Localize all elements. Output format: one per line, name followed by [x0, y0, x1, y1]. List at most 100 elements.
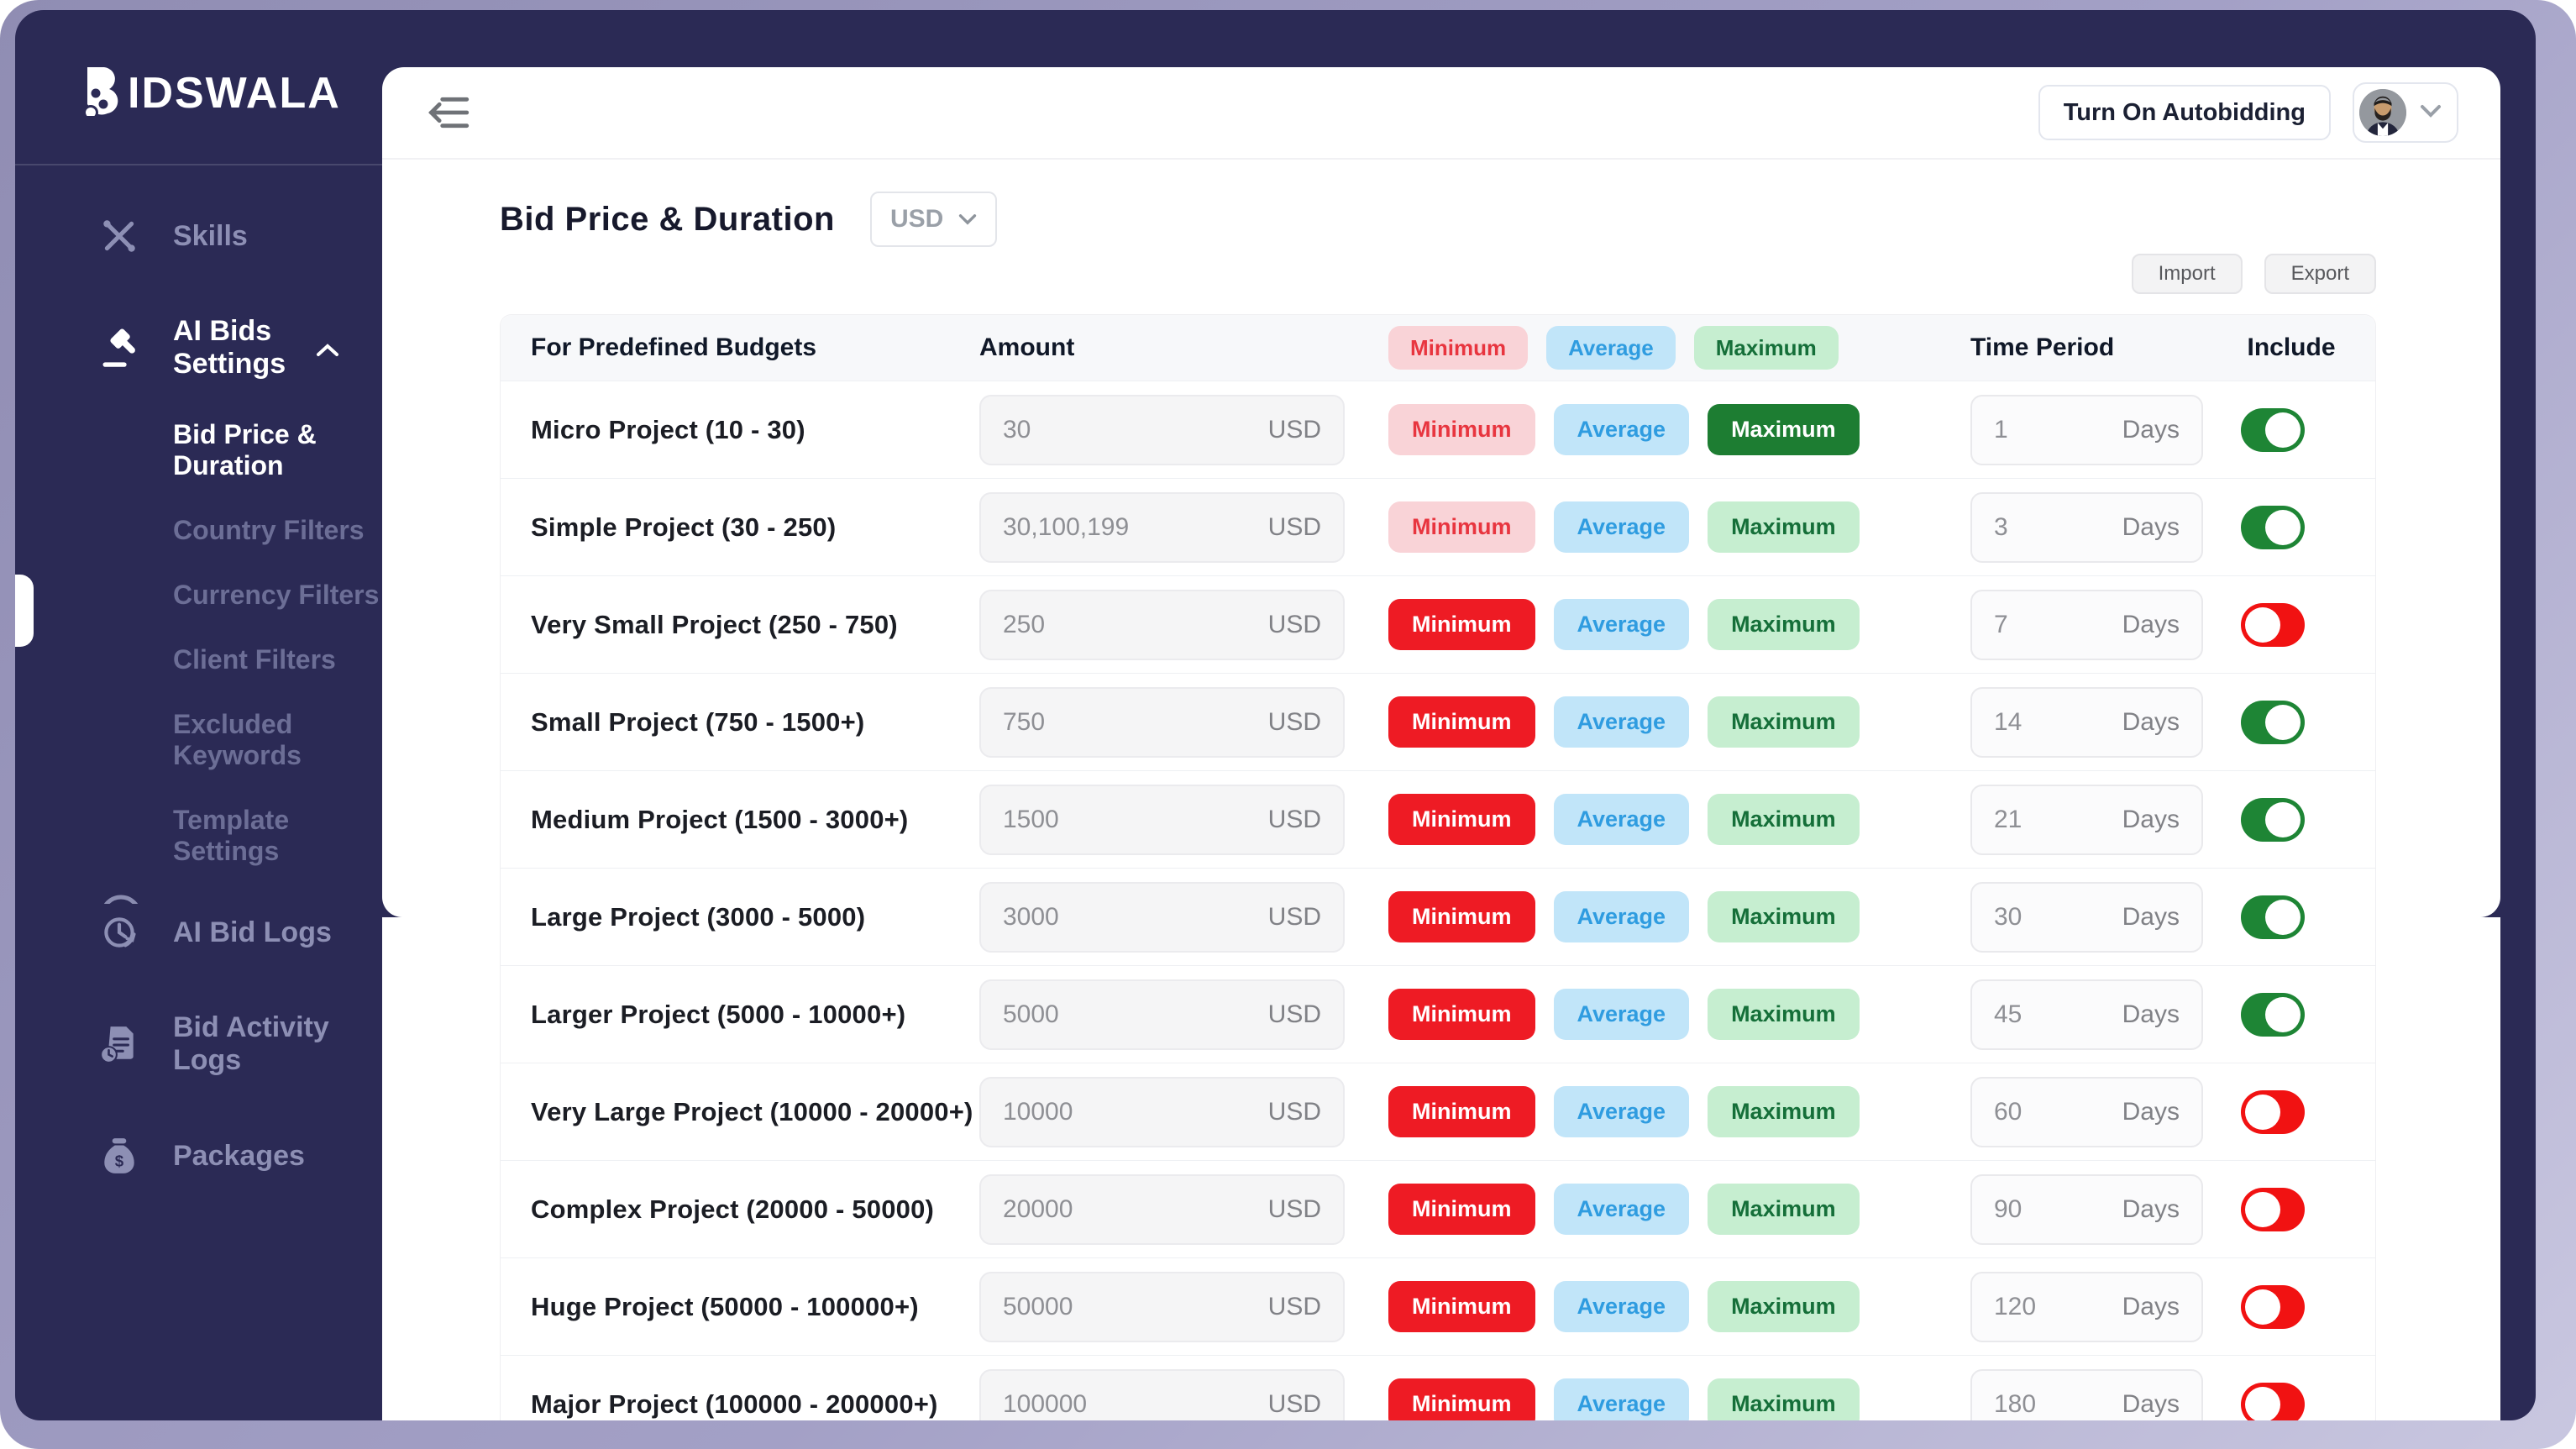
table-row: Larger Project (5000 - 10000+) 5000 USD … [501, 965, 2375, 1063]
time-period-input[interactable]: 60 Days [1970, 1076, 2203, 1147]
average-pill-button[interactable]: Average [1553, 794, 1690, 845]
average-pill-button[interactable]: Average [1553, 1086, 1690, 1137]
average-pill-button[interactable]: Average [1553, 1281, 1690, 1332]
table-header-row: For Predefined Budgets Amount Minimum Av… [501, 315, 2375, 381]
sidebar-subitem-bid-price-duration[interactable]: Bid Price & Duration [173, 419, 317, 480]
sidebar-item-skills[interactable]: Skills [15, 196, 382, 276]
sidebar-subitem-currency-filters[interactable]: Currency Filters [173, 580, 380, 610]
minimum-pill-button[interactable]: Minimum [1388, 404, 1535, 455]
maximum-pill-button[interactable]: Maximum [1708, 794, 1860, 845]
sidebar-item-label: AI Bids Settings [173, 315, 286, 380]
include-toggle[interactable] [2241, 1187, 2305, 1231]
average-pill-button[interactable]: Average [1553, 891, 1690, 942]
amount-input[interactable]: 3000 USD [979, 881, 1345, 953]
maximum-pill-button[interactable]: Maximum [1708, 989, 1860, 1040]
amount-value: 250 [1003, 610, 1046, 638]
chevron-down-icon [959, 214, 977, 225]
minimum-pill-button[interactable]: Minimum [1388, 891, 1535, 942]
average-pill-button[interactable]: Average [1553, 599, 1690, 650]
sidebar-item-bid-activity-logs[interactable]: Bid Activity Logs [15, 995, 382, 1094]
time-period-input[interactable]: 90 Days [1970, 1173, 2203, 1245]
amount-input[interactable]: 250 USD [979, 589, 1345, 660]
maximum-pill-button[interactable]: Maximum [1708, 696, 1860, 748]
table-row: Medium Project (1500 - 3000+) 1500 USD M… [501, 770, 2375, 868]
average-pill-button[interactable]: Average [1553, 1378, 1690, 1420]
time-period-input[interactable]: 1 Days [1970, 394, 2203, 465]
sidebar-item-packages[interactable]: $ Packages [15, 1116, 382, 1196]
average-pill-button[interactable]: Average [1553, 989, 1690, 1040]
time-period-input[interactable]: 14 Days [1970, 686, 2203, 758]
amount-input[interactable]: 1500 USD [979, 784, 1345, 855]
maximum-pill-button[interactable]: Maximum [1708, 1086, 1860, 1137]
average-pill-button[interactable]: Average [1553, 1184, 1690, 1235]
card-corner-notch-right [2480, 897, 2500, 917]
amount-input[interactable]: 750 USD [979, 686, 1345, 758]
table-row: Small Project (750 - 1500+) 750 USD Mini… [501, 673, 2375, 770]
time-period-input[interactable]: 180 Days [1970, 1368, 2203, 1420]
include-toggle[interactable] [2241, 895, 2305, 939]
currency-select[interactable]: USD [869, 192, 998, 247]
minimum-pill-button[interactable]: Minimum [1388, 696, 1535, 748]
minimum-pill-button[interactable]: Minimum [1388, 1086, 1535, 1137]
maximum-pill-button[interactable]: Maximum [1708, 1281, 1860, 1332]
average-pill-button[interactable]: Average [1553, 501, 1690, 553]
time-period-input[interactable]: 21 Days [1970, 784, 2203, 855]
minimum-pill-button[interactable]: Minimum [1388, 989, 1535, 1040]
maximum-pill-button[interactable]: Maximum [1708, 891, 1860, 942]
amount-input[interactable]: 10000 USD [979, 1076, 1345, 1147]
amount-input[interactable]: 30 USD [979, 394, 1345, 465]
include-toggle[interactable] [2241, 1089, 2305, 1134]
export-button[interactable]: Export [2264, 254, 2376, 294]
sidebar-subitem-client-filters[interactable]: Client Filters [173, 644, 336, 675]
include-toggle[interactable] [2241, 1284, 2305, 1329]
include-toggle[interactable] [2241, 602, 2305, 647]
minimum-pill-button[interactable]: Minimum [1388, 501, 1535, 553]
include-toggle[interactable] [2241, 407, 2305, 452]
maximum-pill-button[interactable]: Maximum [1708, 404, 1860, 455]
time-period-input[interactable]: 7 Days [1970, 589, 2203, 660]
amount-input[interactable]: 30,100,199 USD [979, 491, 1345, 563]
page-body: Bid Price & Duration USD Import Export F… [382, 160, 2500, 1420]
amount-input[interactable]: 100000 USD [979, 1368, 1345, 1420]
minimum-pill-button[interactable]: Minimum [1388, 794, 1535, 845]
time-period-input[interactable]: 45 Days [1970, 979, 2203, 1050]
minimum-pill-button[interactable]: Minimum [1388, 1184, 1535, 1235]
include-toggle[interactable] [2241, 505, 2305, 549]
sidebar-subitem-template-settings[interactable]: Template Settings [173, 805, 290, 866]
turn-on-autobidding-button[interactable]: Turn On Autobidding [2038, 85, 2331, 140]
time-period-input[interactable]: 120 Days [1970, 1271, 2203, 1342]
project-label: Very Small Project (250 - 750) [531, 609, 898, 639]
amount-input[interactable]: 50000 USD [979, 1271, 1345, 1342]
amount-input[interactable]: 20000 USD [979, 1173, 1345, 1245]
maximum-pill-button[interactable]: Maximum [1708, 1184, 1860, 1235]
time-period-input[interactable]: 30 Days [1970, 881, 2203, 953]
table-row: Major Project (100000 - 200000+) 100000 … [501, 1355, 2375, 1420]
user-menu[interactable] [2353, 82, 2458, 143]
chevron-down-icon [2420, 104, 2442, 122]
maximum-pill-button[interactable]: Maximum [1708, 501, 1860, 553]
maximum-pill-button[interactable]: Maximum [1708, 599, 1860, 650]
sidebar-item-ai-bids-settings[interactable]: AI Bids Settings [15, 298, 382, 397]
amount-value: 10000 [1003, 1097, 1073, 1126]
minimum-pill-button[interactable]: Minimum [1388, 1281, 1535, 1332]
time-period-input[interactable]: 3 Days [1970, 491, 2203, 563]
include-toggle[interactable] [2241, 1382, 2305, 1420]
minimum-pill-button[interactable]: Minimum [1388, 1378, 1535, 1420]
project-label: Major Project (100000 - 200000+) [531, 1389, 938, 1419]
sidebar-item-ai-bid-logs[interactable]: AI Bid Logs [15, 892, 382, 973]
sidebar-subitem-country-filters[interactable]: Country Filters [173, 515, 365, 545]
average-pill-button[interactable]: Average [1553, 696, 1690, 748]
amount-input[interactable]: 5000 USD [979, 979, 1345, 1050]
minimum-pill-button[interactable]: Minimum [1388, 599, 1535, 650]
sidebar-subitem-excluded-keywords[interactable]: Excluded Keywords [173, 709, 302, 770]
include-toggle[interactable] [2241, 797, 2305, 842]
time-value: 21 [1994, 805, 2023, 833]
sidebar-collapse-button[interactable] [424, 91, 475, 134]
include-toggle[interactable] [2241, 700, 2305, 744]
include-toggle[interactable] [2241, 992, 2305, 1037]
ai-bids-settings-submenu: Bid Price & Duration Country Filters Cur… [15, 397, 382, 892]
import-button[interactable]: Import [2131, 254, 2243, 294]
maximum-pill-button[interactable]: Maximum [1708, 1378, 1860, 1420]
average-pill-button[interactable]: Average [1553, 404, 1690, 455]
app-canvas: IDSWALA Skills [15, 10, 2536, 1420]
